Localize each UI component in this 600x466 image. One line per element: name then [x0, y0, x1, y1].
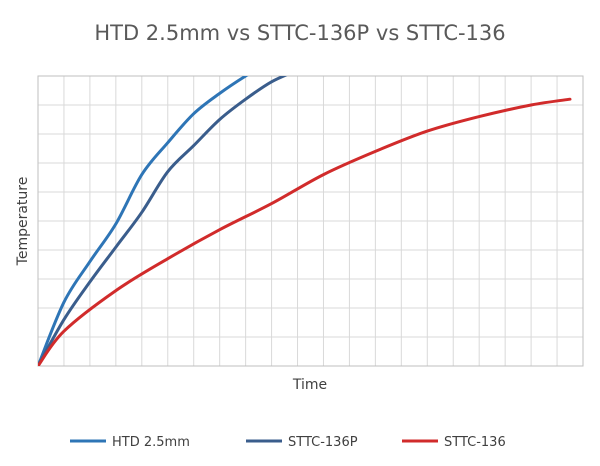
series-line-1 — [38, 76, 249, 366]
y-axis-label: Temperature — [15, 177, 31, 267]
series-line-3 — [38, 97, 572, 366]
series-line-2 — [38, 76, 288, 366]
legend-label-1: HTD 2.5mm — [112, 435, 190, 450]
plot-area — [37, 75, 584, 367]
chart-title: HTD 2.5mm vs STTC-136P vs STTC-136 — [94, 21, 505, 45]
legend-label-2: STTC-136P — [288, 435, 358, 450]
series-lines — [38, 76, 572, 366]
x-axis-label: Time — [292, 377, 327, 393]
legend: HTD 2.5mm STTC-136P STTC-136 — [70, 435, 506, 450]
legend-label-3: STTC-136 — [444, 435, 506, 450]
grid — [38, 76, 583, 366]
